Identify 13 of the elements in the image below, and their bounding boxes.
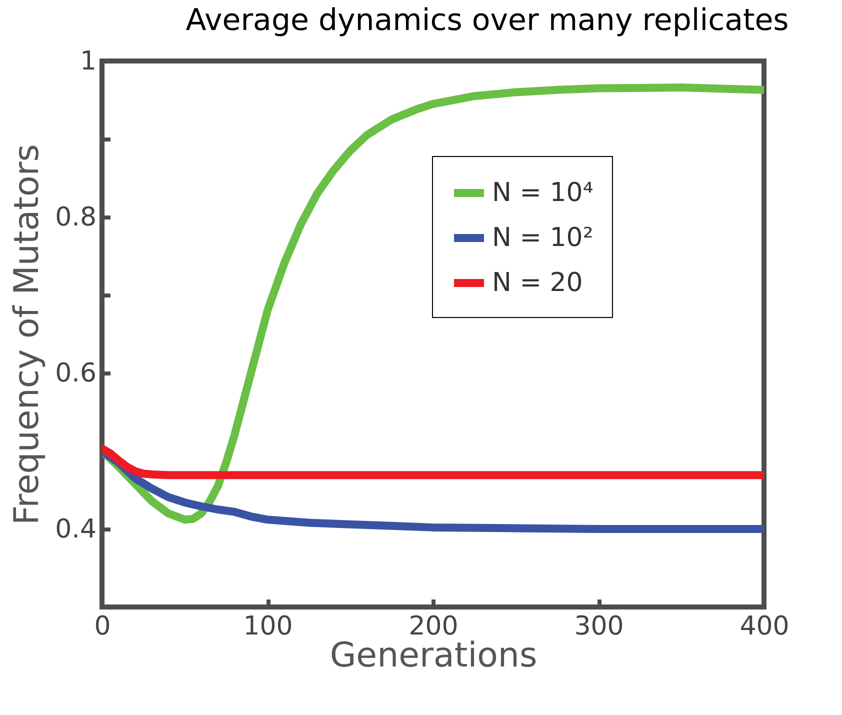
y-tick-label: 0.6: [55, 358, 96, 388]
legend-label: N = 10⁴: [492, 178, 594, 208]
y-axis-title: Frequency of Mutators: [7, 144, 48, 525]
x-tick-label: 400: [740, 612, 790, 642]
x-tick-label: 100: [243, 612, 293, 642]
legend-label: N = 20: [492, 268, 583, 298]
chart-title: Average dynamics over many replicates: [186, 3, 789, 38]
y-tick-label: 1: [80, 46, 96, 76]
y-tick-label: 0.4: [55, 514, 96, 544]
x-tick-label: 300: [574, 612, 624, 642]
legend-label: N = 10²: [492, 223, 594, 253]
y-tick-label: 0.8: [55, 202, 96, 232]
x-tick-label: 0: [94, 612, 111, 642]
